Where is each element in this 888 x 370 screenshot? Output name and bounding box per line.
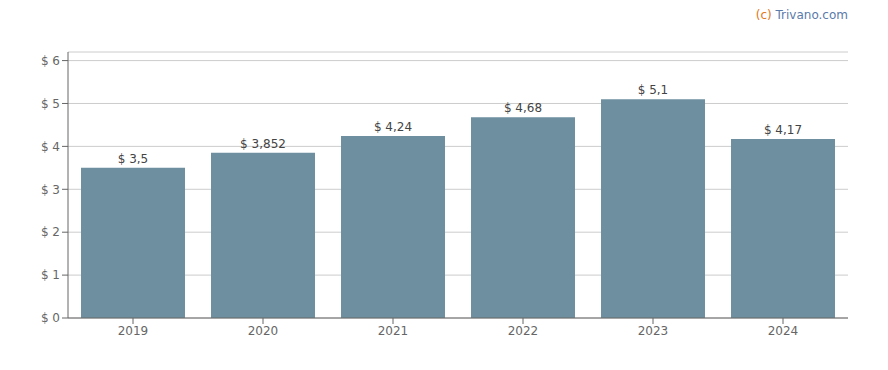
svg-text:$ 4,24: $ 4,24 — [374, 120, 412, 134]
svg-text:$ 3: $ 3 — [41, 183, 60, 197]
svg-text:2022: 2022 — [508, 324, 539, 338]
svg-text:2019: 2019 — [118, 324, 149, 338]
svg-text:$ 0: $ 0 — [41, 311, 60, 325]
svg-text:$ 1: $ 1 — [41, 268, 60, 282]
svg-text:$ 4: $ 4 — [41, 140, 60, 154]
svg-text:2021: 2021 — [378, 324, 409, 338]
svg-text:2023: 2023 — [638, 324, 669, 338]
svg-text:$ 4,68: $ 4,68 — [504, 101, 542, 115]
svg-text:2024: 2024 — [768, 324, 799, 338]
svg-text:$ 5,1: $ 5,1 — [638, 83, 669, 97]
svg-text:$ 3,5: $ 3,5 — [118, 152, 149, 166]
svg-text:$ 3,852: $ 3,852 — [240, 137, 286, 151]
html-text:(c) Trivano.com: (c) Trivano.com — [755, 8, 848, 22]
svg-text:2020: 2020 — [248, 324, 279, 338]
svg-text:$ 5: $ 5 — [41, 97, 60, 111]
svg-text:$ 6: $ 6 — [41, 54, 60, 68]
svg-text:$ 2: $ 2 — [41, 225, 60, 239]
svg-text:$ 4,17: $ 4,17 — [764, 123, 802, 137]
